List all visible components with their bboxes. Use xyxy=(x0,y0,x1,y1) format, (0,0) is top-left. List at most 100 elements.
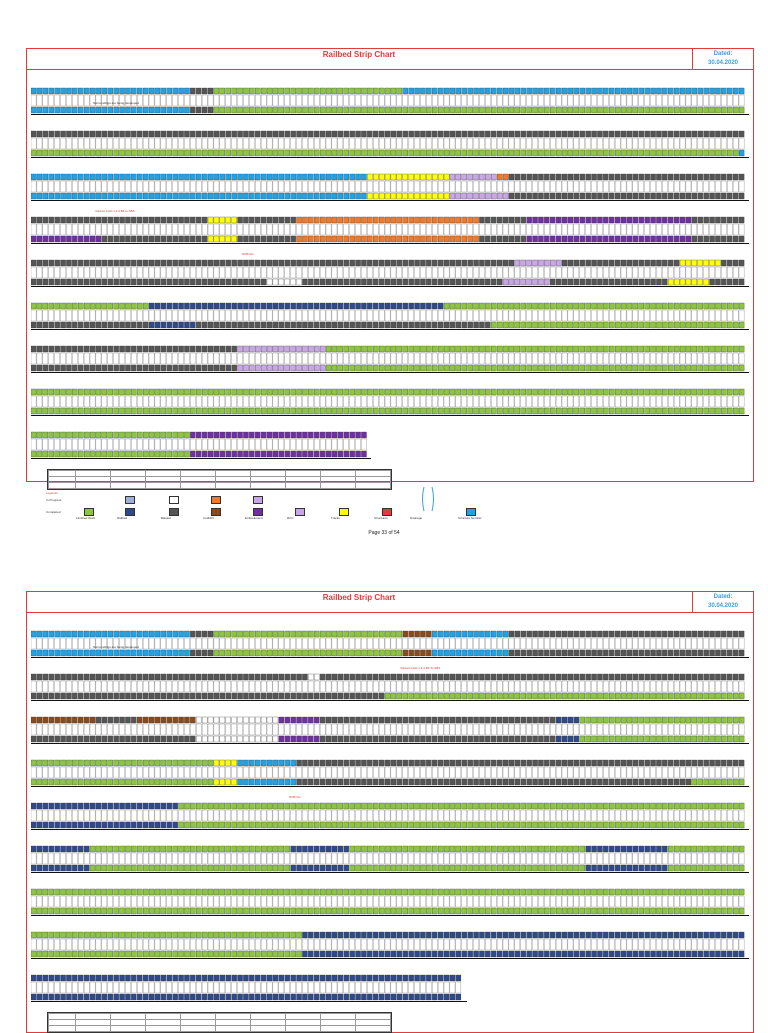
strip-cell xyxy=(78,767,83,778)
strip-cell xyxy=(173,717,178,723)
strip-cell xyxy=(37,389,42,395)
strip-cell xyxy=(291,95,296,106)
strip-cell xyxy=(568,693,573,699)
strip-cell xyxy=(302,174,307,180)
strip-cell xyxy=(31,322,36,328)
strip-cell xyxy=(155,88,160,94)
strip-cell xyxy=(285,432,290,438)
strip-cell xyxy=(31,267,36,278)
strip-cell xyxy=(674,193,679,199)
strip-cell xyxy=(515,681,520,692)
strip-cell xyxy=(432,174,437,180)
strip-cell xyxy=(668,303,673,309)
strip-cell xyxy=(715,353,720,364)
strip-cell xyxy=(302,310,307,321)
strip-cell xyxy=(645,322,650,328)
strip-cell xyxy=(727,322,732,328)
strip-cell xyxy=(521,396,526,407)
strip-cell xyxy=(592,267,597,278)
strip-cell xyxy=(49,365,54,371)
strip-cell xyxy=(332,432,337,438)
strip-cell xyxy=(49,432,54,438)
strip-cell xyxy=(279,674,284,680)
strip-cell xyxy=(31,822,36,828)
page-footer: Page 33 of 54 xyxy=(0,530,768,536)
strip-cell xyxy=(438,736,443,742)
strip-cell xyxy=(249,131,254,137)
strip-cell xyxy=(574,638,579,649)
strip-cell xyxy=(102,131,107,137)
strip-cell xyxy=(285,88,290,94)
strip-cell xyxy=(568,174,573,180)
strip-cell xyxy=(615,389,620,395)
strip-cell xyxy=(456,217,461,223)
strip-cell xyxy=(43,181,48,192)
strip-cell xyxy=(485,224,490,235)
strip-cell xyxy=(249,322,254,328)
strip-cell xyxy=(597,693,602,699)
strip-cell xyxy=(332,767,337,778)
strip-cell xyxy=(302,779,307,785)
strip-cell xyxy=(179,174,184,180)
strip-cell xyxy=(633,322,638,328)
strip-cell xyxy=(350,631,355,637)
strip-cell xyxy=(184,803,189,809)
strip-cell xyxy=(527,193,532,199)
strip-cell xyxy=(338,779,343,785)
strip-cell xyxy=(137,396,142,407)
strip-cell xyxy=(373,260,378,266)
strip-cell xyxy=(308,150,313,156)
strip-cell xyxy=(326,736,331,742)
strip-cell xyxy=(367,681,372,692)
strip-cell xyxy=(710,638,715,649)
strip-cell xyxy=(131,408,136,414)
strip-cell xyxy=(497,408,502,414)
strip-cell xyxy=(31,631,36,637)
strip-cell xyxy=(302,631,307,637)
strip-cell xyxy=(332,322,337,328)
strip-cell xyxy=(102,193,107,199)
strip-cell xyxy=(592,803,597,809)
strip-cell xyxy=(208,724,213,735)
strip-cell xyxy=(686,396,691,407)
strip-cell xyxy=(680,638,685,649)
strip-cell xyxy=(373,236,378,242)
strip-cell xyxy=(66,88,71,94)
strip-cell xyxy=(733,389,738,395)
strip-cell xyxy=(338,432,343,438)
strip-cell xyxy=(715,181,720,192)
strip-cell xyxy=(674,181,679,192)
strip-cell xyxy=(373,303,378,309)
strip-cell xyxy=(55,322,60,328)
strip-cell xyxy=(120,303,125,309)
strip-cell xyxy=(55,138,60,149)
strip-cell xyxy=(279,353,284,364)
strip-cell xyxy=(385,303,390,309)
strip-cell xyxy=(609,650,614,656)
strip-cell xyxy=(615,346,620,352)
strip-cell xyxy=(338,389,343,395)
strip-cell xyxy=(420,810,425,821)
strip-cell xyxy=(173,432,178,438)
strip-cell xyxy=(645,107,650,113)
strip-cell xyxy=(120,724,125,735)
strip-row xyxy=(31,130,749,158)
strip-cell xyxy=(125,681,130,692)
strip-cell xyxy=(692,181,697,192)
strip-cell xyxy=(308,236,313,242)
strip-cell xyxy=(515,810,520,821)
strip-cell xyxy=(326,138,331,149)
strip-cell xyxy=(367,674,372,680)
strip-cell xyxy=(721,638,726,649)
strip-cell xyxy=(202,650,207,656)
legend-label: Tracks xyxy=(331,516,340,520)
strip-cell xyxy=(432,107,437,113)
strip-cell xyxy=(550,674,555,680)
strip-cell xyxy=(491,310,496,321)
strip-cell xyxy=(291,693,296,699)
strip-cell xyxy=(61,717,66,723)
strip-cell xyxy=(692,193,697,199)
strip-cell xyxy=(326,674,331,680)
strip-cell xyxy=(261,322,266,328)
strip-cell xyxy=(550,353,555,364)
